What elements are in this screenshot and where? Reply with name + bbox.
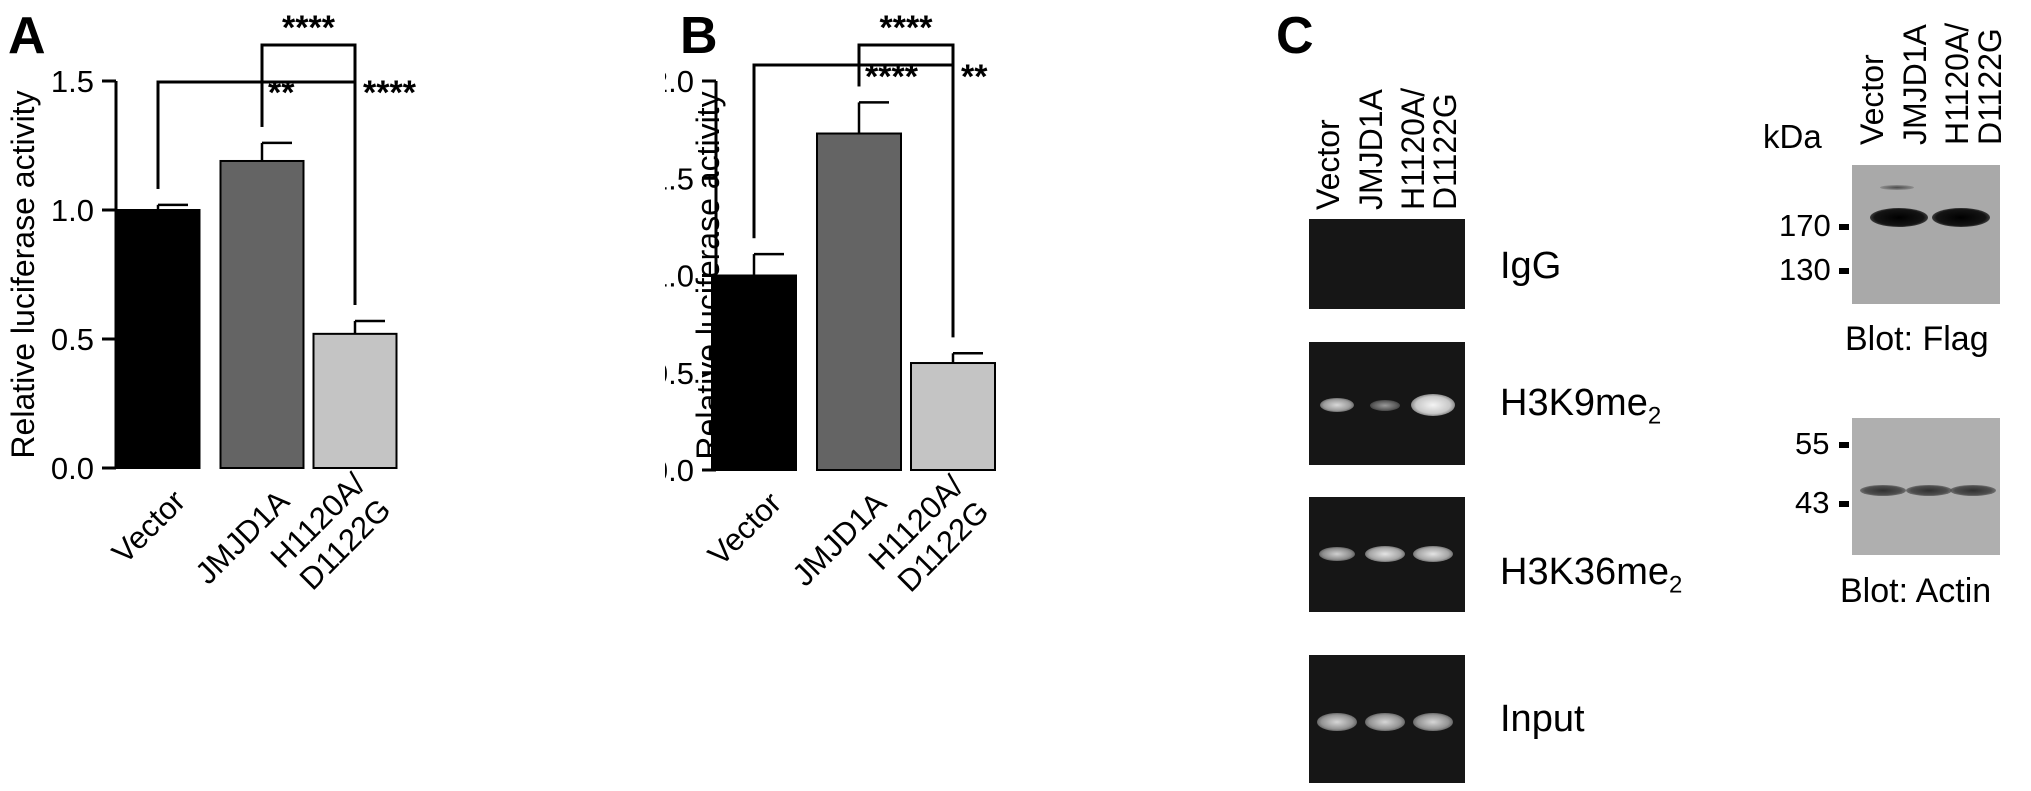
band xyxy=(1411,394,1455,416)
bar-a-1 xyxy=(219,159,305,469)
gel-lane-label-jmjd1a: JMJD1A xyxy=(1353,89,1389,210)
bar-a-0 xyxy=(115,209,201,469)
y-tick-label: 1.5 xyxy=(51,64,94,99)
band xyxy=(1319,547,1355,561)
significance-stars: ** xyxy=(961,58,988,96)
mw-tick xyxy=(1839,268,1849,274)
x-category-label: Vector xyxy=(105,483,192,570)
significance-bracket xyxy=(752,63,955,338)
panel-letter-a: A xyxy=(8,7,46,65)
gel-input xyxy=(1309,655,1465,783)
bar-chart-a: 0.0 0.5 1.0 1.5 Relative luciferase activity… xyxy=(5,9,417,600)
y-tick-label: 0.5 xyxy=(51,322,94,357)
mw-marker-170: 170 xyxy=(1779,208,1831,243)
mw-marker-130: 130 xyxy=(1779,252,1831,287)
band xyxy=(1365,546,1405,562)
blot-caption-actin: Blot: Actin xyxy=(1840,572,1992,610)
gel-h3k36me2 xyxy=(1309,497,1465,612)
y-tick-label: 2.0 xyxy=(665,64,694,99)
significance-stars: **** xyxy=(363,74,417,112)
x-category-label-line: Vector xyxy=(105,483,192,570)
gel-label-input: Input xyxy=(1500,698,1585,740)
bar-b-2 xyxy=(910,362,996,471)
bar-b-1 xyxy=(816,132,902,471)
significance-stars: **** xyxy=(282,9,336,47)
band xyxy=(1950,485,1996,496)
blot-lane-label-vector: Vector xyxy=(1854,54,1890,145)
band xyxy=(1320,398,1354,412)
y-tick-label: 0.5 xyxy=(665,356,694,391)
gel-h3k9me2 xyxy=(1309,342,1465,465)
mw-tick xyxy=(1839,501,1849,507)
bar-b-0 xyxy=(711,274,797,471)
gel-label-h3k36me2: H3K36me2 xyxy=(1500,551,1683,599)
bar-a-2 xyxy=(312,332,398,469)
band xyxy=(1365,713,1405,731)
mw-marker-55: 55 xyxy=(1795,426,1830,461)
blot-lane-label-jmjd1a: JMJD1A xyxy=(1897,24,1933,145)
band xyxy=(1870,208,1928,227)
x-category-label: Vector xyxy=(701,485,788,572)
blot-flag xyxy=(1852,165,2000,304)
significance-stars: ** xyxy=(268,74,295,112)
panel-letter-c: C xyxy=(1276,7,1314,65)
kda-unit-label: kDa xyxy=(1763,118,1822,155)
band xyxy=(1370,400,1400,411)
y-tick-label: 1.0 xyxy=(665,259,694,294)
gel-lane-label-mutant-line2: D1122G xyxy=(1427,93,1463,210)
band xyxy=(1932,208,1990,227)
significance-bracket xyxy=(156,80,357,305)
x-category-label-line: Vector xyxy=(701,485,788,572)
band xyxy=(1317,713,1357,731)
significance-stars: **** xyxy=(880,9,934,47)
band xyxy=(1860,485,1906,496)
y-axis-title: Relative luciferase activity xyxy=(5,90,41,458)
gel-igg xyxy=(1309,219,1465,309)
y-tick-label: 1.0 xyxy=(51,193,94,228)
x-category-label: H1120A/D1122G xyxy=(264,466,398,600)
x-category-label: H1120A/D1122G xyxy=(862,468,996,602)
mw-tick xyxy=(1839,442,1849,448)
mw-tick xyxy=(1839,224,1849,230)
gel-label-igg: IgG xyxy=(1500,245,1562,287)
band xyxy=(1413,546,1453,562)
gel-lane-label-mutant-line1: H1120A/ xyxy=(1395,87,1431,210)
band xyxy=(1906,485,1952,496)
band xyxy=(1880,185,1914,190)
gel-lane-label-vector: Vector xyxy=(1310,119,1346,210)
y-tick-label: 1.5 xyxy=(665,161,694,196)
panel-letter-b: B xyxy=(680,7,718,65)
blot-lane-label-mutant-line2: D1122G xyxy=(1972,28,2008,145)
gel-label-h3k9me2: H3K9me2 xyxy=(1500,382,1662,430)
y-tick-label: 0.0 xyxy=(51,451,94,486)
mw-marker-43: 43 xyxy=(1795,485,1830,520)
blot-actin xyxy=(1852,418,2000,555)
blot-caption-flag: Blot: Flag xyxy=(1845,320,1989,358)
blot-lane-label-mutant-line1: H1120A/ xyxy=(1939,22,1975,145)
band xyxy=(1413,713,1453,731)
y-tick-label: 0.0 xyxy=(665,453,694,488)
